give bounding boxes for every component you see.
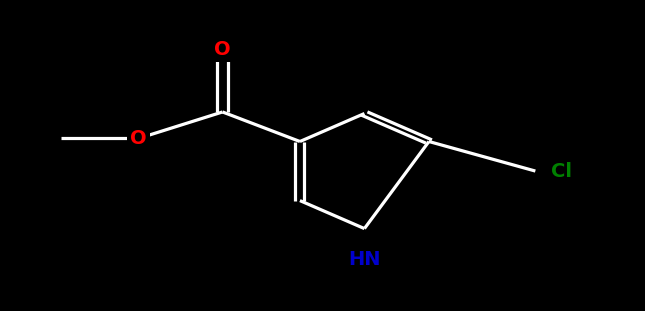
- Text: Cl: Cl: [551, 161, 571, 181]
- Text: O: O: [130, 129, 147, 148]
- Text: O: O: [214, 40, 231, 59]
- Text: HN: HN: [348, 250, 381, 269]
